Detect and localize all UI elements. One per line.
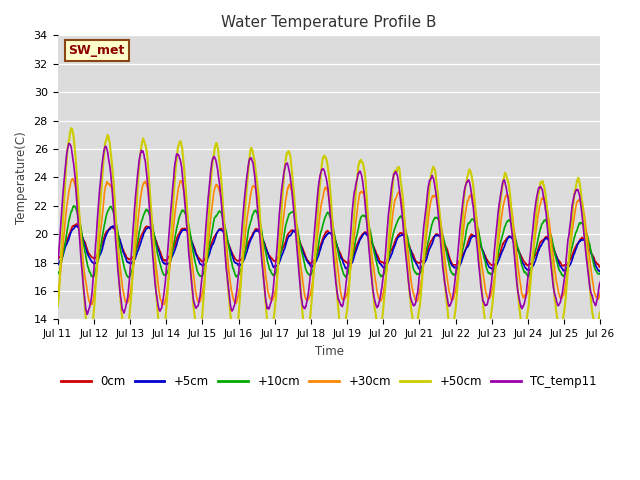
Text: SW_met: SW_met	[68, 44, 125, 57]
Y-axis label: Temperature(C): Temperature(C)	[15, 131, 28, 224]
Legend: 0cm, +5cm, +10cm, +30cm, +50cm, TC_temp11: 0cm, +5cm, +10cm, +30cm, +50cm, TC_temp1…	[56, 371, 602, 393]
Title: Water Temperature Profile B: Water Temperature Profile B	[221, 15, 436, 30]
X-axis label: Time: Time	[314, 345, 344, 358]
